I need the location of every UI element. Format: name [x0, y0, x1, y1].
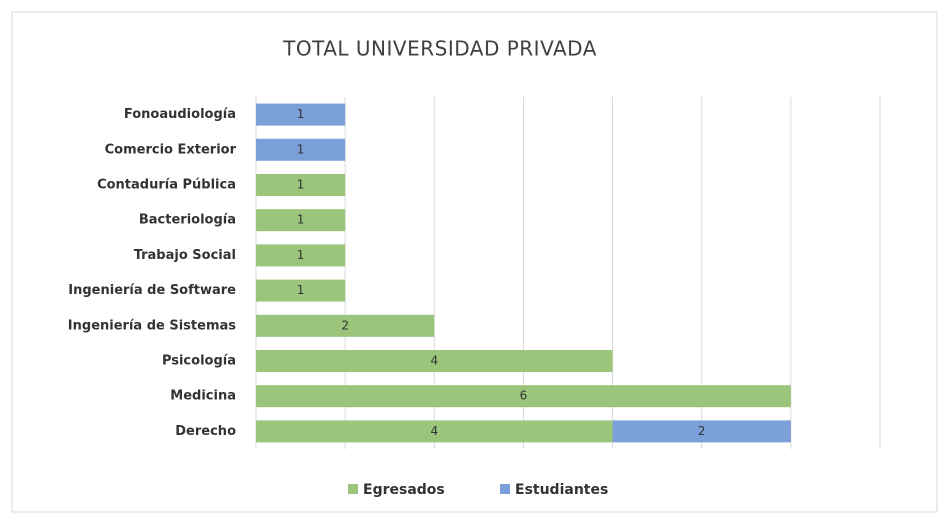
legend-label: Egresados	[363, 482, 445, 498]
bar	[256, 350, 613, 372]
data-label: 1	[297, 248, 305, 262]
bar	[256, 244, 346, 267]
y-tick-label: Comercio Exterior	[105, 142, 237, 157]
bar	[256, 103, 346, 126]
bar	[256, 314, 435, 337]
bar	[256, 420, 613, 443]
legend-label: Estudiantes	[515, 482, 608, 498]
data-label: 1	[297, 142, 305, 156]
y-tick-label: Derecho	[175, 424, 236, 439]
data-label: 1	[297, 178, 305, 192]
data-label: 1	[297, 213, 305, 227]
y-tick-label: Contaduría Pública	[97, 178, 236, 193]
data-label: 6	[520, 389, 528, 403]
y-tick-label: Bacteriología	[139, 213, 236, 228]
data-label: 1	[297, 107, 305, 121]
bar	[612, 420, 791, 443]
chart-title: TOTAL UNIVERSIDAD PRIVADA	[282, 37, 597, 61]
y-tick-label: Ingeniería de Sistemas	[68, 318, 236, 333]
data-label: 2	[341, 318, 349, 332]
bar	[256, 209, 346, 232]
legend-swatch	[348, 484, 358, 494]
y-tick-label: Psicología	[162, 354, 236, 369]
legend-swatch	[500, 484, 510, 494]
y-tick-label: Ingeniería de Software	[68, 283, 236, 298]
data-label: 1	[297, 283, 305, 297]
y-tick-label: Fonoaudiología	[124, 107, 236, 122]
data-label: 2	[698, 424, 706, 438]
bar	[256, 385, 791, 408]
data-label: 4	[430, 354, 438, 368]
y-tick-label: Trabajo Social	[134, 248, 236, 263]
data-label: 4	[430, 424, 438, 438]
bar	[256, 279, 346, 302]
bar	[256, 138, 346, 161]
bar	[256, 174, 346, 196]
y-tick-label: Medicina	[170, 389, 236, 404]
